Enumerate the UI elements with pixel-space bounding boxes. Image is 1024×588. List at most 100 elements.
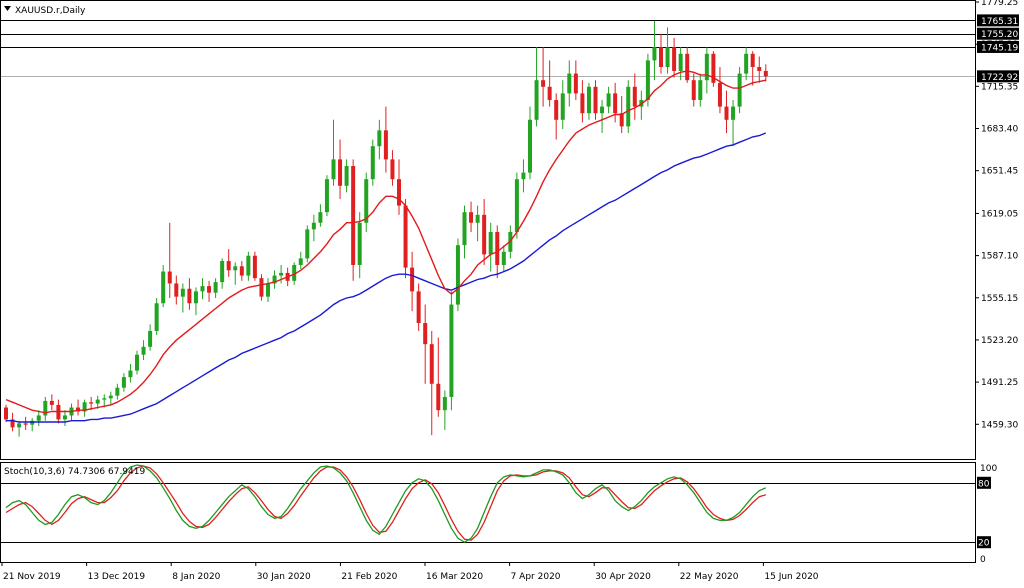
candle-bull xyxy=(652,47,657,61)
candle-bear xyxy=(174,283,179,297)
price-tick-label: 1587.10 xyxy=(981,252,1018,262)
candle-bull xyxy=(560,93,565,120)
current-price-box-text: 1722.92 xyxy=(981,73,1018,83)
candle-bear xyxy=(593,86,598,114)
candle-bull xyxy=(108,395,113,399)
candle-bear xyxy=(187,288,192,304)
chart-title: XAUUSD.r,Daily xyxy=(15,6,86,16)
candle-bull xyxy=(298,258,303,265)
date-tick-label: 13 Dec 2019 xyxy=(88,572,146,582)
candle-bull xyxy=(606,93,611,107)
candle-bear xyxy=(750,53,755,67)
candle-bull xyxy=(744,53,749,74)
stoch-pane-border xyxy=(0,462,976,563)
candle-bull xyxy=(135,354,139,371)
candle-bull xyxy=(95,399,100,404)
candle-bear xyxy=(724,106,729,120)
candle-bull xyxy=(115,387,120,396)
candle-bull xyxy=(128,370,133,378)
candle-bear xyxy=(554,99,559,120)
date-tick-label: 15 Jun 2020 xyxy=(764,572,818,582)
level-price-box-text: 1765.31 xyxy=(981,17,1018,27)
candle-bear xyxy=(613,93,618,114)
candle-bear xyxy=(632,86,637,107)
ma-slow-line xyxy=(6,132,767,423)
level-price-box: 1755.20 xyxy=(977,27,1019,40)
candle-bull xyxy=(180,288,185,297)
triangle-down-icon[interactable] xyxy=(4,6,11,11)
candle-bull xyxy=(665,47,670,67)
title-bar: XAUUSD.r,Daily xyxy=(4,6,86,16)
candle-bull xyxy=(318,212,323,223)
date-tick-label: 8 Jan 2020 xyxy=(172,572,220,582)
candle-bull xyxy=(102,398,107,400)
candle-bull xyxy=(442,396,447,411)
candle-bull xyxy=(17,423,22,428)
price-axis: 1779.251747.301715.351683.401651.451619.… xyxy=(976,0,1019,565)
date-tick-label: 30 Jan 2020 xyxy=(257,572,311,582)
candle-bear xyxy=(49,400,54,405)
candle-bear xyxy=(711,53,716,83)
candle-bull xyxy=(141,346,146,355)
stoch-level-box-bg xyxy=(977,536,991,549)
stoch-level-label: 0 xyxy=(980,555,986,565)
candle-bull xyxy=(645,60,650,100)
level-price-box-bg xyxy=(977,14,1019,27)
candle-bull xyxy=(357,222,362,265)
candle-bear xyxy=(10,419,15,428)
candle-bull xyxy=(82,402,87,412)
stoch-level-box: 80 xyxy=(977,476,991,489)
candle-bull xyxy=(514,179,519,232)
candle-bear xyxy=(580,93,585,114)
candle-bull xyxy=(161,271,166,304)
candle-bear xyxy=(252,255,257,279)
current-price-box-bg xyxy=(977,70,1019,83)
candle-bull xyxy=(600,106,605,114)
stoch-level-box-text: 80 xyxy=(978,479,990,489)
stoch-level-box-text: 20 xyxy=(978,539,990,549)
candle-bear xyxy=(763,70,768,77)
candle-bull xyxy=(344,165,349,186)
candle-bull xyxy=(279,272,284,276)
candle-bull xyxy=(36,415,41,421)
candle-bear xyxy=(410,267,415,292)
price-tick-label: 1523.20 xyxy=(981,336,1018,346)
candle-bull xyxy=(305,229,310,259)
ma-fast-line xyxy=(5,70,766,414)
candle-bear xyxy=(89,402,94,404)
candle-bear xyxy=(423,323,428,345)
date-tick-label: 21 Nov 2019 xyxy=(3,572,61,582)
price-tick-label: 1619.05 xyxy=(981,209,1018,219)
candle-bear xyxy=(239,266,244,276)
price-tick-label: 1651.45 xyxy=(981,167,1018,177)
candle-bull xyxy=(370,146,375,180)
candle-bull xyxy=(528,119,532,173)
candle-bear xyxy=(429,344,434,384)
level-price-box: 1765.31 xyxy=(977,14,1019,27)
candle-bull xyxy=(364,179,369,223)
candle-bear xyxy=(436,383,441,411)
stoch-signal-line xyxy=(5,465,766,541)
candle-bear xyxy=(4,407,8,420)
candle-bull xyxy=(698,80,703,100)
candle-bear xyxy=(482,214,487,255)
candle-bear xyxy=(351,165,356,265)
stoch-level-label: 100 xyxy=(980,464,997,474)
candle-bear xyxy=(495,231,500,265)
date-tick-label: 7 Apr 2020 xyxy=(511,572,561,582)
candle-bear xyxy=(717,82,722,107)
candle-bull xyxy=(462,212,467,246)
date-tick-label: 22 May 2020 xyxy=(680,572,739,582)
current-price-box: 1722.92 xyxy=(977,70,1019,83)
stochastic-pane xyxy=(1,464,975,543)
candle-bull xyxy=(331,159,336,180)
price-tick-label: 1459.30 xyxy=(981,420,1018,430)
candle-bear xyxy=(207,286,212,293)
candle-bear xyxy=(23,423,28,425)
price-tick-label: 1715.35 xyxy=(981,82,1018,92)
candle-bear xyxy=(390,159,395,180)
level-price-box-text: 1755.20 xyxy=(981,30,1018,40)
stoch-label: Stoch(10,3,6) 74.7306 67.9419 xyxy=(4,467,145,477)
candle-bull xyxy=(193,291,198,304)
